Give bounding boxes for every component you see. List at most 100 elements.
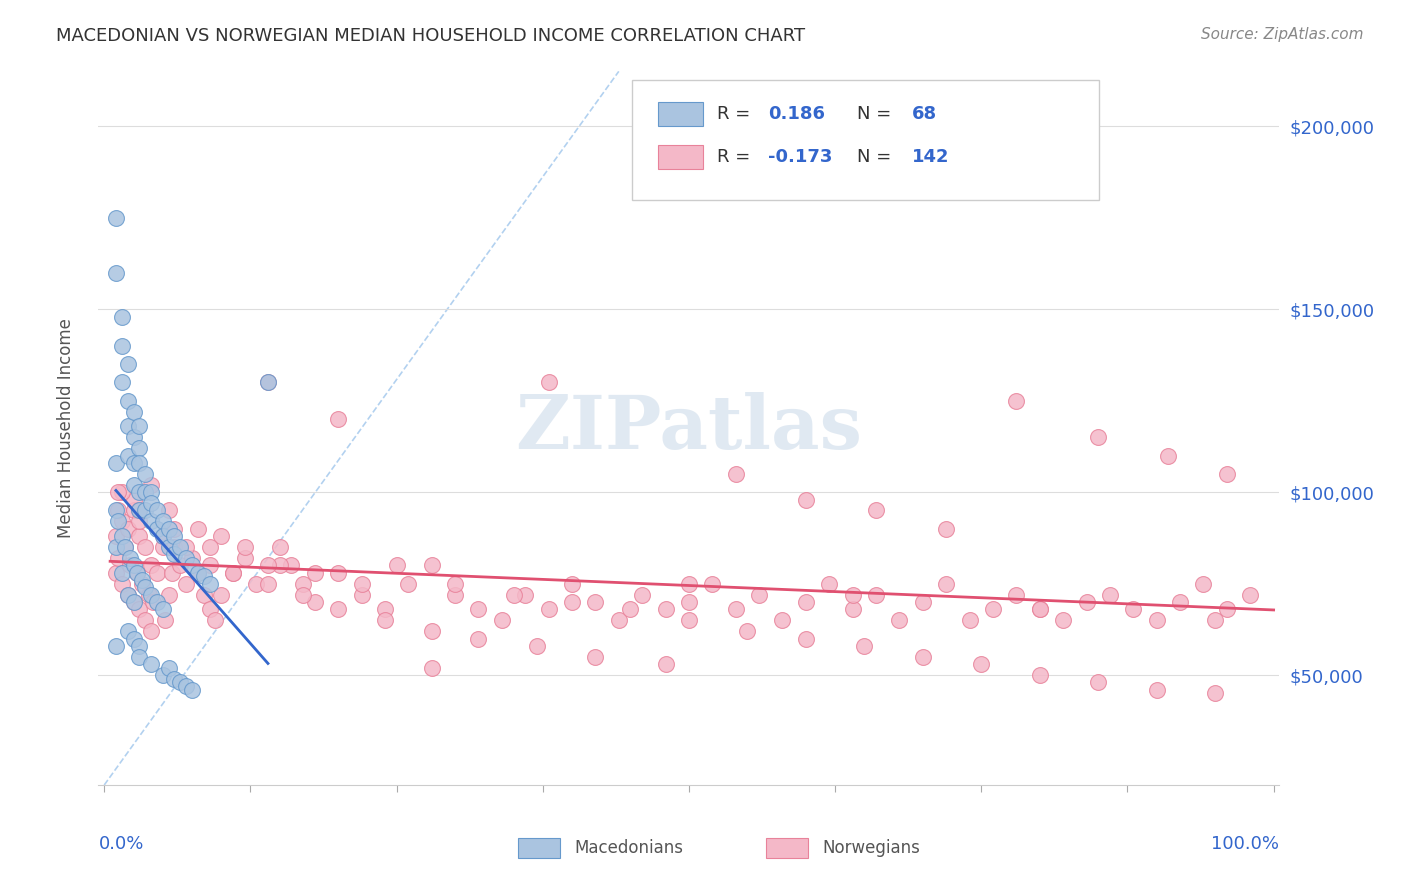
- Point: [107, 551, 129, 566]
- Point: [865, 588, 887, 602]
- Point: [1157, 449, 1180, 463]
- Point: [117, 449, 139, 463]
- Point: [128, 503, 150, 517]
- Point: [561, 576, 583, 591]
- Point: [128, 639, 150, 653]
- Point: [134, 540, 156, 554]
- Point: [104, 456, 127, 470]
- Point: [157, 522, 180, 536]
- Point: [157, 540, 180, 554]
- Point: [467, 632, 489, 646]
- Point: [111, 576, 134, 591]
- Point: [724, 602, 747, 616]
- Point: [280, 558, 302, 573]
- Text: N =: N =: [856, 105, 897, 123]
- Point: [396, 576, 419, 591]
- Point: [889, 613, 911, 627]
- Point: [853, 639, 876, 653]
- Point: [146, 595, 169, 609]
- Point: [117, 522, 139, 536]
- Point: [198, 558, 221, 573]
- Point: [269, 558, 291, 573]
- Point: [619, 602, 641, 616]
- Text: 68: 68: [912, 105, 938, 123]
- Point: [724, 467, 747, 481]
- Point: [128, 442, 150, 456]
- Point: [128, 456, 150, 470]
- Point: [1122, 602, 1144, 616]
- Point: [146, 503, 169, 517]
- Text: 0.186: 0.186: [768, 105, 825, 123]
- Point: [269, 540, 291, 554]
- Point: [222, 566, 245, 580]
- Point: [420, 624, 443, 639]
- Y-axis label: Median Household Income: Median Household Income: [56, 318, 75, 538]
- Point: [1216, 467, 1239, 481]
- Point: [1076, 595, 1098, 609]
- Point: [169, 675, 191, 690]
- Point: [128, 503, 150, 517]
- Point: [981, 602, 1004, 616]
- Point: [187, 566, 209, 580]
- Point: [631, 588, 654, 602]
- Point: [561, 595, 583, 609]
- Point: [152, 529, 174, 543]
- Point: [134, 580, 156, 594]
- Point: [139, 624, 162, 639]
- Point: [174, 576, 197, 591]
- Text: 100.0%: 100.0%: [1212, 835, 1279, 853]
- Point: [911, 649, 934, 664]
- Point: [537, 602, 560, 616]
- Point: [181, 682, 204, 697]
- Point: [209, 529, 232, 543]
- Point: [444, 576, 467, 591]
- Point: [163, 529, 186, 543]
- Point: [1005, 588, 1028, 602]
- Point: [737, 624, 759, 639]
- Point: [142, 595, 165, 609]
- Text: 0.0%: 0.0%: [98, 835, 143, 853]
- Point: [157, 588, 180, 602]
- Point: [104, 639, 127, 653]
- Point: [139, 588, 162, 602]
- Text: 142: 142: [912, 148, 949, 166]
- Point: [350, 576, 373, 591]
- Point: [122, 430, 145, 444]
- Point: [152, 515, 174, 529]
- Point: [1005, 393, 1028, 408]
- Point: [111, 485, 134, 500]
- Point: [794, 595, 817, 609]
- Point: [233, 551, 256, 566]
- Point: [181, 558, 204, 573]
- Point: [122, 595, 145, 609]
- Point: [111, 566, 134, 580]
- Point: [537, 376, 560, 390]
- Point: [139, 478, 162, 492]
- Point: [139, 515, 162, 529]
- Point: [117, 588, 139, 602]
- Point: [1052, 613, 1074, 627]
- Point: [128, 529, 150, 543]
- Point: [1204, 686, 1226, 700]
- Point: [118, 551, 141, 566]
- Point: [169, 540, 191, 554]
- Point: [125, 566, 148, 580]
- Point: [114, 540, 136, 554]
- Point: [111, 529, 134, 543]
- Point: [794, 492, 817, 507]
- Point: [104, 566, 127, 580]
- Point: [187, 566, 209, 580]
- Point: [169, 558, 191, 573]
- Point: [163, 672, 186, 686]
- Point: [163, 540, 186, 554]
- Point: [122, 632, 145, 646]
- FancyBboxPatch shape: [633, 80, 1098, 200]
- Point: [502, 588, 524, 602]
- Bar: [658, 145, 703, 169]
- Point: [117, 624, 139, 639]
- Point: [326, 412, 349, 426]
- Point: [491, 613, 513, 627]
- Point: [131, 573, 153, 587]
- Text: -0.173: -0.173: [768, 148, 832, 166]
- Point: [1029, 602, 1052, 616]
